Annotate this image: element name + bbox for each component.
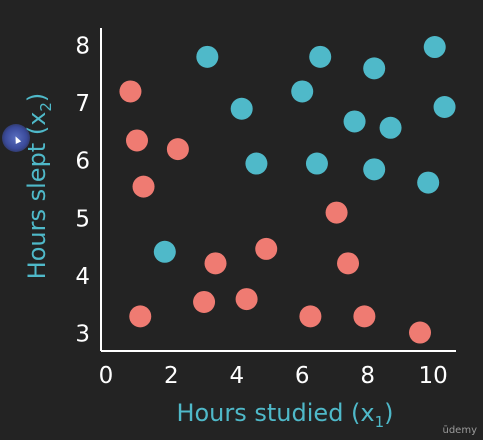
red-data-point xyxy=(193,290,216,313)
x-axis-label-subscript: 1 xyxy=(375,413,385,431)
x-tick-label: 2 xyxy=(164,363,179,389)
x-tick-label: 6 xyxy=(295,363,310,389)
teal-data-point xyxy=(379,116,402,139)
y-axis-label-close: ) xyxy=(23,93,51,102)
teal-data-point xyxy=(230,97,253,120)
teal-data-point xyxy=(423,36,446,59)
y-tick-label: 3 xyxy=(75,322,90,348)
teal-data-point xyxy=(309,45,332,68)
x-tick-labels: 0 2 4 6 8 10 xyxy=(99,363,448,389)
udemy-watermark: ūdemy xyxy=(442,425,478,436)
red-data-point xyxy=(255,237,278,260)
teal-data-point xyxy=(305,152,328,175)
teal-data-point xyxy=(363,57,386,80)
red-data-point xyxy=(125,129,148,152)
x-tick-label: 4 xyxy=(229,363,244,389)
y-tick-label: 4 xyxy=(75,264,90,290)
x-tick-label: 0 xyxy=(99,363,114,389)
teal-data-point xyxy=(363,158,386,181)
red-data-point xyxy=(129,305,152,328)
red-data-point xyxy=(325,201,348,224)
red-data-point xyxy=(299,305,322,328)
red-data-point xyxy=(204,252,227,275)
teal-data-point xyxy=(433,96,456,119)
red-data-point xyxy=(132,175,155,198)
red-data-point xyxy=(337,252,360,275)
x-axis-label-text: Hours studied (x xyxy=(176,399,374,427)
y-tick-label: 8 xyxy=(75,33,90,59)
teal-data-point xyxy=(343,110,366,133)
axes xyxy=(100,28,456,352)
teal-data-point xyxy=(291,80,314,103)
data-points xyxy=(119,36,456,344)
teal-data-point xyxy=(153,240,176,263)
teal-data-point xyxy=(196,45,219,68)
red-data-point xyxy=(119,80,142,103)
teal-data-point xyxy=(417,171,440,194)
y-axis-label-subscript: 2 xyxy=(37,102,55,112)
cursor-highlight xyxy=(2,124,30,152)
y-tick-label: 7 xyxy=(75,91,90,117)
x-tick-label: 10 xyxy=(418,363,447,389)
x-axis-label-close: ) xyxy=(384,399,393,427)
y-tick-label: 5 xyxy=(75,206,90,232)
x-tick-label: 8 xyxy=(360,363,375,389)
y-axis-label: Hours slept (x2) xyxy=(23,93,55,280)
red-data-point xyxy=(353,305,376,328)
teal-data-point xyxy=(245,152,268,175)
y-tick-label: 6 xyxy=(75,149,90,175)
x-axis-label: Hours studied (x1) xyxy=(176,399,393,431)
y-tick-labels: 3 4 5 6 7 8 xyxy=(75,33,90,347)
red-data-point xyxy=(409,321,432,344)
red-data-point xyxy=(166,138,189,161)
red-data-point xyxy=(235,288,258,311)
